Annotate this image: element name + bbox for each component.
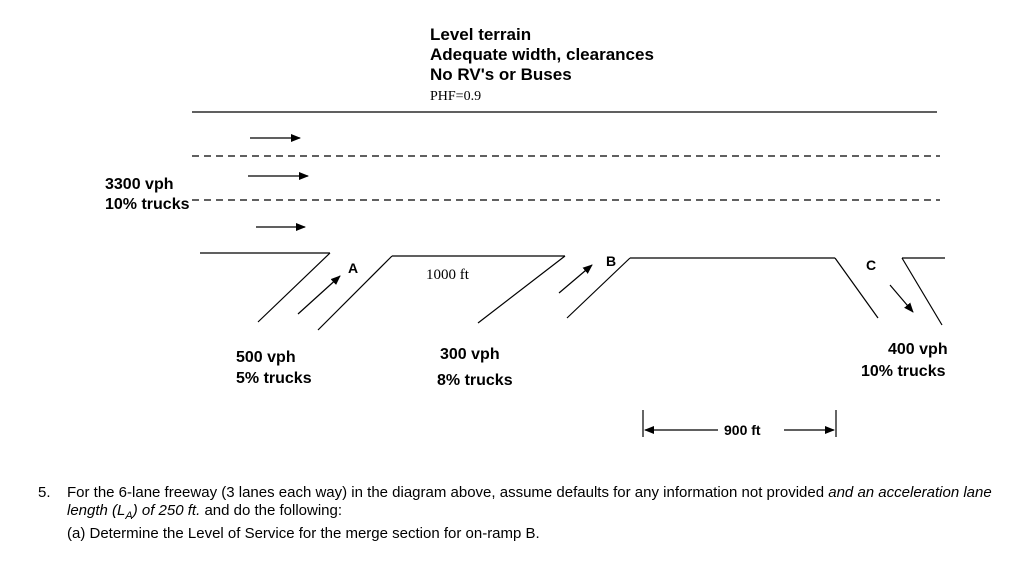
ramp-a-volume: 500 vph <box>236 349 296 366</box>
ramp-b-inner-edge <box>566 257 631 319</box>
problem-text-part3: ) of 250 ft. <box>132 502 201 519</box>
ramp-b-arrow <box>558 264 593 294</box>
problem-body: For the 6-lane freeway (3 lanes each way… <box>67 484 1012 543</box>
ramp-a-arrow <box>297 275 341 315</box>
ramp-a-label: A <box>348 260 358 276</box>
distance-a-b: 1000 ft <box>426 267 470 283</box>
condition-width: Adequate width, clearances <box>430 45 654 64</box>
ramp-c-label: C <box>866 257 876 273</box>
ramp-c-trucks: 10% trucks <box>861 363 946 380</box>
ramp-c-outer-edge <box>901 257 943 326</box>
problem-text-part4: and do the following: <box>204 502 343 519</box>
mainline-volume: 3300 vph <box>105 176 173 193</box>
problem-subscript: A <box>125 510 133 522</box>
problem-part-a: (a) Determine the Level of Service for t… <box>67 525 540 542</box>
condition-terrain: Level terrain <box>430 25 531 44</box>
ramp-b-trucks: 8% trucks <box>437 372 513 389</box>
mainline-trucks: 10% trucks <box>105 196 190 213</box>
ramp-b-volume: 300 vph <box>440 346 500 363</box>
ramp-c-inner-edge <box>834 257 879 319</box>
ramp-b-outer-edge <box>477 255 566 324</box>
ramp-b-label: B <box>606 253 616 269</box>
ramp-a-trucks: 5% trucks <box>236 370 312 387</box>
phf-label: PHF=0.9 <box>430 89 481 104</box>
problem-text: For the 6-lane freeway (3 lanes each way… <box>67 484 1012 525</box>
problem-text-part2: and an acceleration lane length (L <box>67 484 992 519</box>
ramp-a-inner-edge <box>317 255 393 331</box>
ramp-c-arrow <box>889 284 914 313</box>
problem-number: 5. <box>38 484 51 501</box>
problem-text-part1: For the 6-lane freeway (3 lanes each way… <box>67 484 825 501</box>
ramp-a-outer-edge <box>257 252 331 323</box>
condition-vehicles: No RV's or Buses <box>430 65 572 84</box>
distance-b-c: 900 ft <box>724 422 761 438</box>
ramp-c-volume: 400 vph <box>888 341 948 358</box>
freeway-diagram: Level terrain Adequate width, clearances… <box>105 25 948 438</box>
